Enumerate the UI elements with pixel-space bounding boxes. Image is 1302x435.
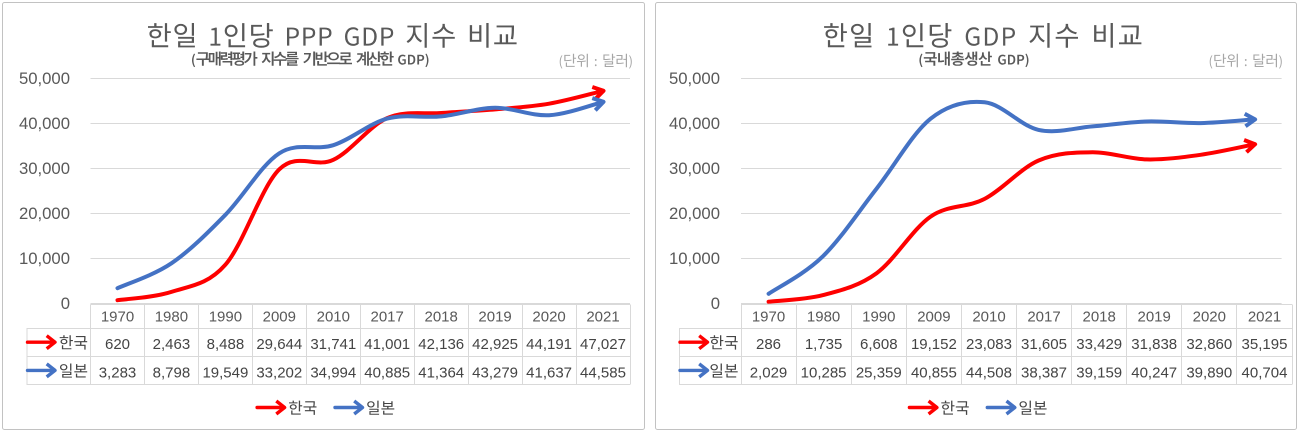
svg-text:6,608: 6,608 [860,336,898,353]
svg-text:10,000: 10,000 [19,249,70,268]
svg-text:23,083: 23,083 [966,336,1012,353]
svg-text:38,387: 38,387 [1021,364,1067,381]
svg-text:44,508: 44,508 [966,364,1012,381]
svg-text:2017: 2017 [1027,309,1060,326]
svg-text:3,283: 3,283 [99,364,137,381]
svg-text:29,644: 29,644 [256,336,302,353]
svg-text:2,463: 2,463 [153,336,191,353]
svg-text:20,000: 20,000 [669,204,720,223]
svg-text:40,704: 40,704 [1242,364,1288,381]
svg-text:2018: 2018 [425,309,458,326]
svg-text:30,000: 30,000 [19,159,70,178]
svg-text:1980: 1980 [155,309,188,326]
svg-text:1,735: 1,735 [805,336,843,353]
svg-text:44,191: 44,191 [526,336,572,353]
svg-text:1980: 1980 [807,309,840,326]
svg-text:2021: 2021 [586,309,619,326]
svg-text:44,585: 44,585 [580,364,626,381]
svg-text:40,000: 40,000 [669,114,720,133]
svg-text:41,364: 41,364 [418,364,464,381]
svg-text:1970: 1970 [752,309,785,326]
svg-text:2009: 2009 [263,309,296,326]
svg-text:8,488: 8,488 [207,336,245,353]
svg-text:2,029: 2,029 [750,364,788,381]
svg-text:1990: 1990 [209,309,242,326]
svg-text:42,925: 42,925 [472,336,518,353]
svg-text:20,000: 20,000 [19,204,70,223]
svg-text:2010: 2010 [317,309,350,326]
svg-text:2020: 2020 [532,309,565,326]
svg-text:286: 286 [756,336,781,353]
svg-text:2018: 2018 [1083,309,1116,326]
svg-text:39,890: 39,890 [1186,364,1232,381]
svg-text:620: 620 [105,336,130,353]
svg-text:2019: 2019 [1138,309,1171,326]
svg-text:1970: 1970 [101,309,134,326]
svg-text:31,741: 31,741 [310,336,356,353]
svg-text:43,279: 43,279 [472,364,518,381]
svg-text:47,027: 47,027 [580,336,626,353]
svg-text:33,202: 33,202 [256,364,302,381]
svg-text:2009: 2009 [917,309,950,326]
svg-text:31,605: 31,605 [1021,336,1067,353]
svg-text:41,001: 41,001 [364,336,410,353]
svg-text:30,000: 30,000 [669,159,720,178]
svg-text:35,195: 35,195 [1242,336,1288,353]
svg-text:32,860: 32,860 [1186,336,1232,353]
svg-text:40,247: 40,247 [1131,364,1177,381]
svg-text:2010: 2010 [972,309,1005,326]
svg-text:40,885: 40,885 [364,364,410,381]
svg-text:34,994: 34,994 [310,364,356,381]
svg-text:2020: 2020 [1193,309,1226,326]
svg-text:1990: 1990 [862,309,895,326]
svg-text:33,429: 33,429 [1076,336,1122,353]
svg-text:2019: 2019 [478,309,511,326]
svg-text:50,000: 50,000 [19,69,70,88]
svg-text:8,798: 8,798 [153,364,191,381]
svg-text:25,359: 25,359 [856,364,902,381]
svg-text:40,855: 40,855 [911,364,957,381]
svg-text:0: 0 [61,294,70,313]
svg-text:40,000: 40,000 [19,114,70,133]
svg-text:31,838: 31,838 [1131,336,1177,353]
svg-text:10,000: 10,000 [669,249,720,268]
svg-text:2017: 2017 [371,309,404,326]
svg-text:2021: 2021 [1248,309,1281,326]
svg-text:39,159: 39,159 [1076,364,1122,381]
svg-text:41,637: 41,637 [526,364,572,381]
svg-text:10,285: 10,285 [801,364,847,381]
svg-text:50,000: 50,000 [669,69,720,88]
svg-text:42,136: 42,136 [418,336,464,353]
svg-text:19,549: 19,549 [202,364,248,381]
svg-text:0: 0 [711,294,720,313]
svg-text:19,152: 19,152 [911,336,957,353]
